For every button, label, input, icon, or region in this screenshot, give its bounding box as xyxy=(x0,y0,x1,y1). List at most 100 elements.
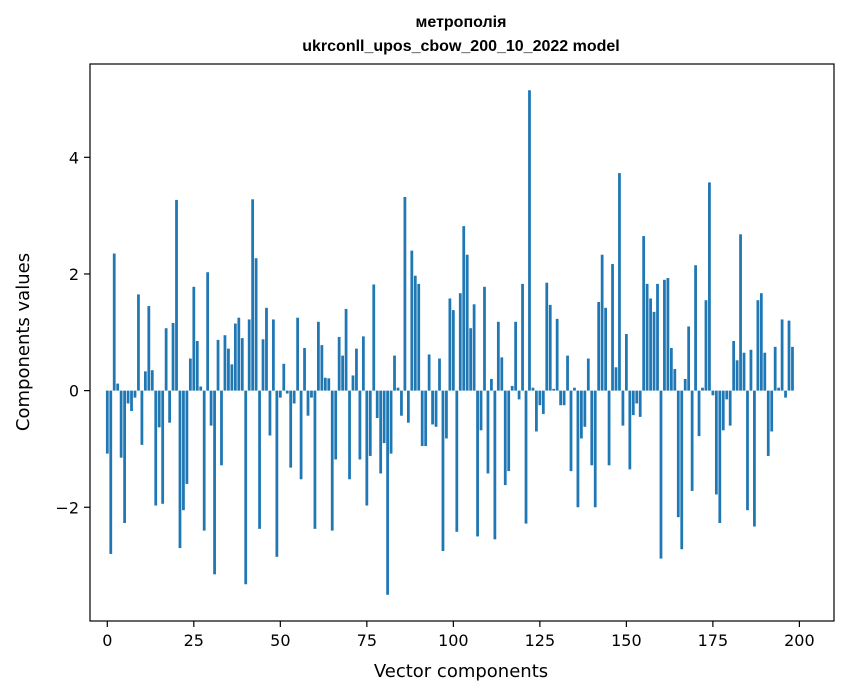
bar xyxy=(202,390,206,531)
plot-frame xyxy=(89,63,835,622)
x-tick-label: 200 xyxy=(784,631,815,650)
bar xyxy=(417,283,421,391)
bar xyxy=(306,390,310,416)
bar xyxy=(510,385,514,391)
x-tick-label: 25 xyxy=(184,631,204,650)
bar xyxy=(393,355,396,391)
bar xyxy=(244,390,248,585)
bar xyxy=(597,301,601,391)
bar xyxy=(268,390,272,436)
bar xyxy=(590,390,594,466)
bar xyxy=(451,310,455,391)
bar xyxy=(126,390,130,404)
bar xyxy=(607,390,611,466)
x-tick-label: 0 xyxy=(102,631,112,650)
bar xyxy=(708,182,711,391)
bar xyxy=(220,390,223,466)
bar xyxy=(624,334,628,391)
bar xyxy=(147,306,151,391)
bar xyxy=(227,348,230,391)
bar xyxy=(635,390,639,404)
x-tick-label: 75 xyxy=(357,631,377,650)
bar xyxy=(182,390,185,511)
bar xyxy=(611,264,614,391)
bar xyxy=(375,390,379,419)
bar xyxy=(130,390,133,412)
bar xyxy=(746,390,749,511)
bar xyxy=(586,358,590,391)
bar xyxy=(119,390,123,458)
x-tick-label: 175 xyxy=(698,631,729,650)
bar xyxy=(379,390,383,474)
bar xyxy=(500,357,504,391)
bar xyxy=(313,390,317,529)
bar xyxy=(756,300,760,391)
bar xyxy=(528,90,531,391)
bar xyxy=(372,284,376,391)
bar xyxy=(351,375,355,391)
bar xyxy=(514,321,518,391)
bar xyxy=(524,390,528,524)
bar xyxy=(469,328,473,391)
bar xyxy=(431,390,434,425)
bar xyxy=(680,390,684,550)
bar xyxy=(486,390,490,474)
bar xyxy=(455,390,459,532)
y-tick-label: 0 xyxy=(69,382,79,401)
bar xyxy=(541,390,545,414)
bar xyxy=(448,298,452,391)
bar xyxy=(621,390,625,426)
bar xyxy=(656,283,659,391)
bar xyxy=(704,300,708,391)
y-axis-ticks: −2 0 2 4 xyxy=(55,148,90,517)
bar xyxy=(330,390,334,531)
bar xyxy=(777,387,781,391)
bar xyxy=(638,390,642,417)
bar xyxy=(659,390,663,559)
bar xyxy=(718,390,722,524)
bar xyxy=(213,390,216,575)
bar xyxy=(552,388,556,391)
bar xyxy=(258,390,261,529)
bar xyxy=(434,390,438,427)
bar xyxy=(548,304,552,391)
bar xyxy=(569,390,573,472)
bar xyxy=(341,355,344,391)
y-tick-label: 4 xyxy=(69,148,79,167)
bar xyxy=(728,390,732,426)
bar xyxy=(168,390,171,423)
bar xyxy=(787,320,791,391)
bar xyxy=(784,390,787,398)
bar xyxy=(389,390,393,454)
bar xyxy=(116,383,120,391)
bar xyxy=(725,390,729,400)
bar xyxy=(521,283,524,391)
bar xyxy=(445,390,448,439)
bar xyxy=(382,390,386,444)
bar xyxy=(545,282,549,391)
bar xyxy=(171,322,175,391)
bar xyxy=(739,234,742,391)
bar xyxy=(261,339,265,391)
bar xyxy=(642,236,646,391)
bar xyxy=(766,390,770,456)
bar xyxy=(697,390,701,437)
bar xyxy=(164,328,168,391)
bar xyxy=(420,390,424,447)
bar xyxy=(749,349,753,391)
bar xyxy=(559,390,563,406)
bar xyxy=(780,319,784,391)
bar xyxy=(185,390,189,484)
bar xyxy=(573,387,576,391)
bar xyxy=(247,319,251,391)
bar xyxy=(714,390,718,495)
bar xyxy=(669,348,673,391)
bar xyxy=(233,323,237,391)
bar xyxy=(254,258,258,391)
bar xyxy=(157,390,161,428)
bar xyxy=(645,283,649,391)
x-tick-label: 100 xyxy=(438,631,469,650)
bar xyxy=(323,377,327,391)
bar xyxy=(666,278,670,391)
bar xyxy=(701,387,704,391)
